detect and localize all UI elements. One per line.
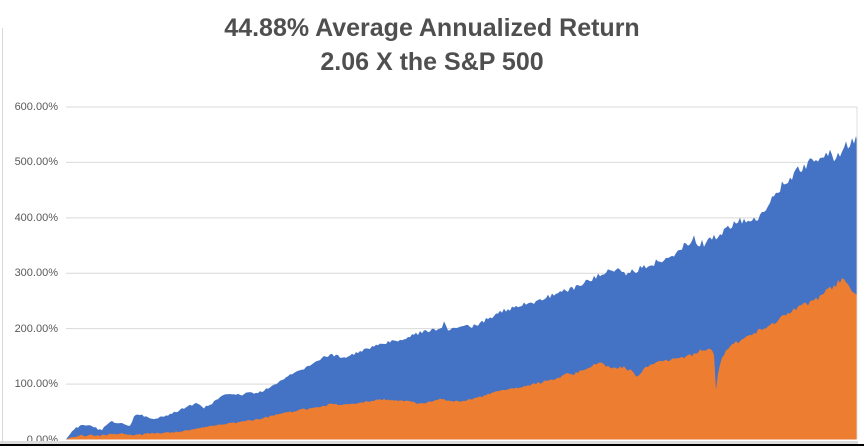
window-left-edge [2, 28, 3, 446]
y-axis-tick-label: 600.00% [14, 101, 58, 113]
orange-area-series [66, 278, 857, 440]
y-axis-tick-label: 500.00% [14, 156, 58, 169]
y-axis-tick-label: 300.00% [14, 267, 58, 280]
x-axis-strip [0, 441, 858, 444]
y-axis-tick-label: 100.00% [14, 378, 58, 391]
screen-bottom-edge [0, 444, 864, 446]
y-axis-tick-label: 200.00% [14, 322, 58, 335]
chart-title-line2: 2.06 X the S&P 500 [320, 48, 544, 76]
chart-title-line1: 44.88% Average Annualized Return [224, 14, 640, 42]
y-axis-tick-label: 400.00% [14, 211, 58, 224]
chart-title: 44.88% Average Annualized Return 2.06 X … [0, 11, 864, 79]
